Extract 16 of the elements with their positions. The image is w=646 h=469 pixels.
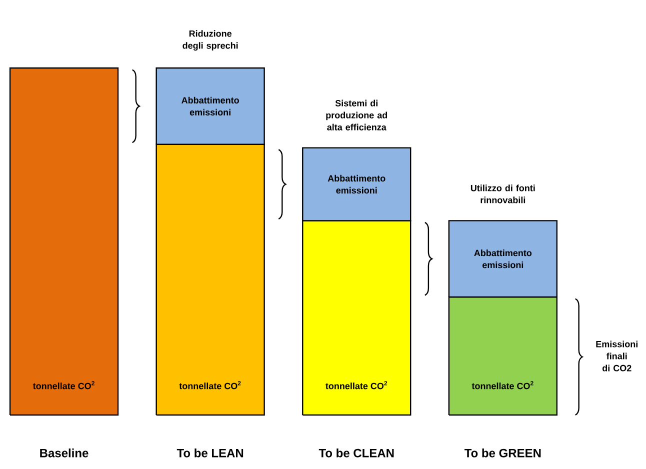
- annotation: Sistemi di produzione ad alta efficienza: [326, 100, 388, 130]
- text: Riduzione degli sprechi: [182, 30, 238, 51]
- annotation: Abbattimento emissioni: [328, 174, 386, 194]
- annotation: tonnellate CO$^{2}$: [326, 381, 388, 390]
- x-tick-label: To be GREEN: [464, 448, 541, 458]
- bar: [9, 67, 119, 416]
- x-tick-label: Baseline: [40, 448, 88, 458]
- text: Emissioni finali di CO2: [596, 340, 638, 372]
- x-tick-label: To be CLEAN: [318, 448, 394, 458]
- annotation: Utilizzo di fonti rinnovabili: [470, 184, 535, 204]
- annotation: tonnellate CO$^{2}$: [472, 381, 534, 390]
- x-tick-label: To be LEAN: [176, 448, 244, 458]
- annotation: tonnellate CO$^{2}$: [179, 381, 241, 390]
- annotation: Abbattimento emissioni: [474, 250, 532, 268]
- annotation: Abbattimento emissioni: [182, 96, 239, 116]
- annotation: tonnellate CO$^{2}$: [32, 381, 94, 390]
